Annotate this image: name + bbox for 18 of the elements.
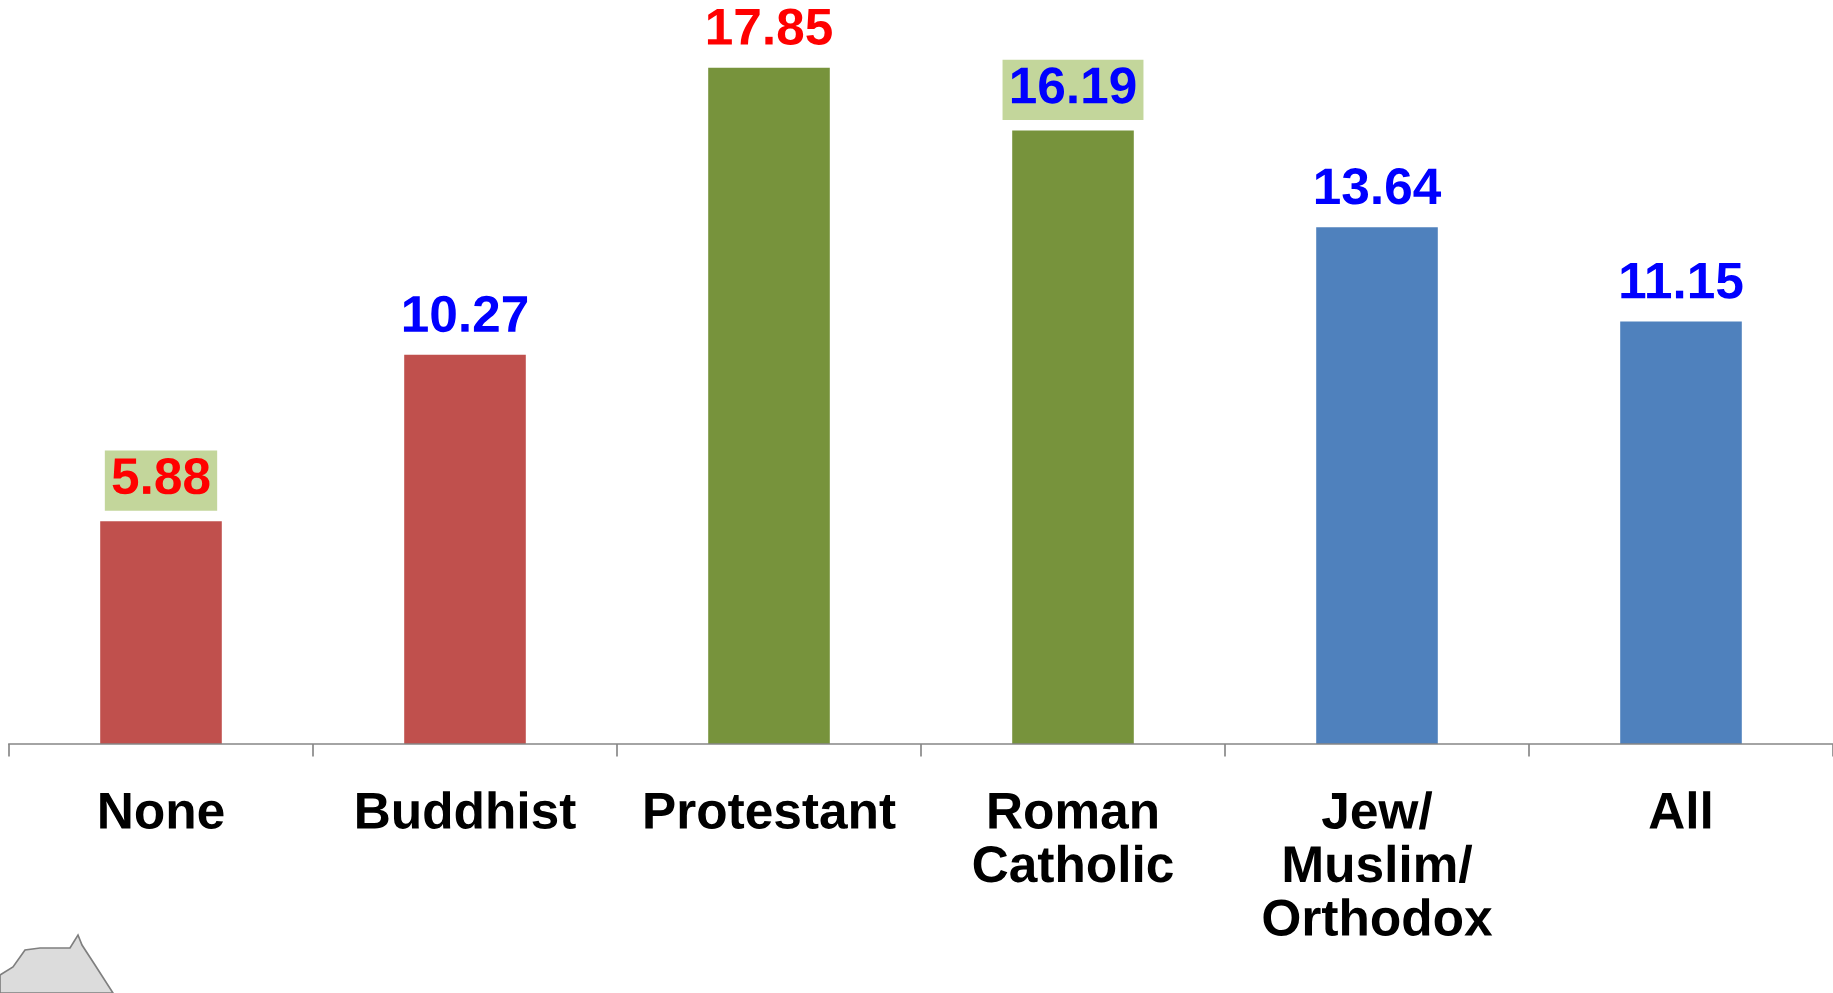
bar xyxy=(1012,130,1134,744)
bar xyxy=(1316,227,1438,744)
data-label: 16.19 xyxy=(1011,67,1136,104)
data-label: 5.88 xyxy=(112,457,210,495)
x-tick-label: Jew/ Muslim/ Orthodox xyxy=(1263,791,1493,936)
data-label: 10.27 xyxy=(403,295,528,333)
x-tick-label: None xyxy=(100,793,224,829)
x-tick-label: Buddhist xyxy=(357,791,576,829)
bar xyxy=(100,521,222,744)
bar xyxy=(404,354,526,744)
data-label: 13.64 xyxy=(1315,168,1442,205)
x-tick-label: Roman Catholic xyxy=(973,793,1173,883)
x-tick-label: Protestant xyxy=(645,793,896,829)
bar xyxy=(1620,321,1742,744)
data-label: 11.15 xyxy=(1621,262,1743,299)
bar xyxy=(708,67,830,744)
data-label: 17.85 xyxy=(707,8,832,45)
x-tick-label: All xyxy=(1649,791,1711,829)
